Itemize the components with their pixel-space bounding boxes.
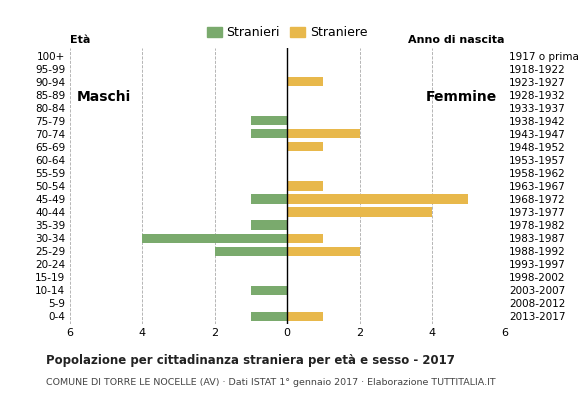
Bar — [287, 194, 469, 204]
Text: Popolazione per cittadinanza straniera per età e sesso - 2017: Popolazione per cittadinanza straniera p… — [46, 354, 455, 367]
Bar — [142, 234, 287, 243]
Bar — [251, 312, 287, 321]
Text: COMUNE DI TORRE LE NOCELLE (AV) · Dati ISTAT 1° gennaio 2017 · Elaborazione TUTT: COMUNE DI TORRE LE NOCELLE (AV) · Dati I… — [46, 378, 496, 387]
Bar — [287, 246, 360, 256]
Bar — [287, 77, 324, 86]
Bar — [215, 246, 287, 256]
Bar — [287, 208, 432, 216]
Bar — [287, 142, 324, 152]
Text: Età: Età — [70, 35, 90, 45]
Legend: Stranieri, Straniere: Stranieri, Straniere — [202, 21, 372, 44]
Text: Maschi: Maschi — [77, 90, 131, 104]
Text: Anno di nascita: Anno di nascita — [408, 35, 505, 45]
Bar — [251, 194, 287, 204]
Bar — [251, 116, 287, 126]
Bar — [287, 234, 324, 243]
Bar — [287, 129, 360, 138]
Bar — [251, 286, 287, 295]
Text: Femmine: Femmine — [426, 90, 498, 104]
Bar — [251, 129, 287, 138]
Bar — [251, 220, 287, 230]
Bar — [287, 182, 324, 190]
Bar — [287, 312, 324, 321]
